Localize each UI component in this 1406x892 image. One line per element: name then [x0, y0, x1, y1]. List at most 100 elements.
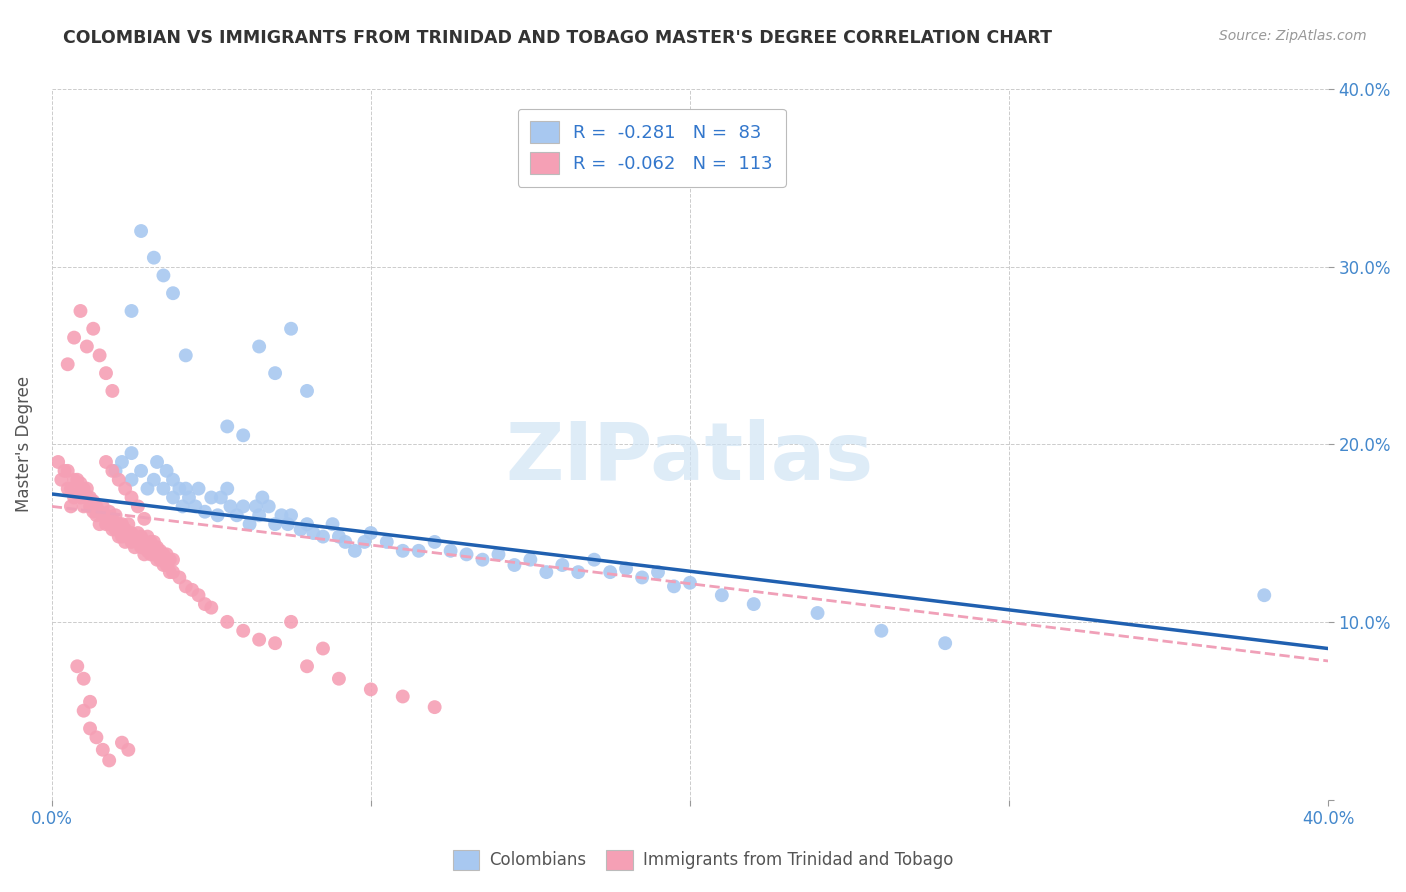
Point	[69, 476, 91, 491]
Point	[391, 690, 413, 704]
Point	[66, 487, 89, 501]
Point	[146, 552, 169, 566]
Point	[134, 535, 156, 549]
Point	[614, 561, 637, 575]
Point	[647, 565, 669, 579]
Point	[806, 606, 828, 620]
Point	[124, 541, 146, 555]
Point	[247, 508, 270, 523]
Text: ZIPatlas: ZIPatlas	[506, 419, 875, 498]
Point	[76, 482, 98, 496]
Point	[270, 508, 292, 523]
Point	[76, 339, 98, 353]
Point	[91, 743, 114, 757]
Point	[69, 491, 91, 505]
Point	[187, 482, 209, 496]
Point	[66, 473, 89, 487]
Point	[174, 482, 197, 496]
Point	[217, 482, 239, 496]
Point	[76, 491, 98, 505]
Point	[295, 659, 318, 673]
Point	[252, 491, 274, 505]
Point	[184, 500, 207, 514]
Point	[98, 754, 121, 768]
Point	[162, 286, 184, 301]
Point	[104, 464, 127, 478]
Point	[152, 547, 174, 561]
Point	[375, 535, 398, 549]
Point	[870, 624, 893, 638]
Point	[142, 547, 165, 561]
Point	[328, 672, 350, 686]
Point	[200, 600, 222, 615]
Point	[519, 552, 541, 566]
Point	[94, 366, 117, 380]
Point	[59, 482, 82, 496]
Point	[439, 543, 461, 558]
Point	[360, 526, 382, 541]
Point	[86, 508, 108, 523]
Point	[162, 552, 184, 566]
Point	[217, 419, 239, 434]
Point	[89, 517, 111, 532]
Point	[89, 348, 111, 362]
Point	[146, 455, 169, 469]
Point	[277, 517, 299, 532]
Point	[551, 558, 574, 572]
Point	[503, 558, 526, 572]
Point	[59, 500, 82, 514]
Point	[152, 558, 174, 572]
Point	[156, 547, 179, 561]
Point	[117, 530, 139, 544]
Point	[73, 704, 96, 718]
Point	[111, 517, 134, 532]
Point	[264, 366, 287, 380]
Point	[63, 473, 86, 487]
Point	[79, 695, 101, 709]
Point	[79, 722, 101, 736]
Point	[177, 491, 200, 505]
Point	[117, 517, 139, 532]
Point	[142, 473, 165, 487]
Point	[139, 547, 162, 561]
Point	[280, 508, 302, 523]
Point	[121, 491, 143, 505]
Point	[343, 543, 366, 558]
Point	[353, 535, 375, 549]
Point	[98, 505, 121, 519]
Point	[82, 505, 104, 519]
Point	[934, 636, 956, 650]
Point	[129, 224, 152, 238]
Point	[156, 558, 179, 572]
Point	[121, 526, 143, 541]
Point	[488, 547, 510, 561]
Point	[679, 575, 702, 590]
Point	[152, 482, 174, 496]
Point	[162, 473, 184, 487]
Point	[391, 543, 413, 558]
Point	[69, 304, 91, 318]
Point	[295, 517, 318, 532]
Point	[187, 588, 209, 602]
Point	[86, 500, 108, 514]
Point	[174, 348, 197, 362]
Point	[335, 535, 357, 549]
Point	[312, 641, 335, 656]
Point	[134, 547, 156, 561]
Point	[111, 736, 134, 750]
Point	[73, 672, 96, 686]
Point	[104, 508, 127, 523]
Point	[1253, 588, 1275, 602]
Point	[101, 523, 124, 537]
Point	[101, 384, 124, 398]
Point	[423, 700, 446, 714]
Point	[142, 535, 165, 549]
Point	[56, 482, 79, 496]
Point	[127, 526, 149, 541]
Point	[322, 517, 344, 532]
Point	[159, 565, 181, 579]
Point	[290, 523, 312, 537]
Text: COLOMBIAN VS IMMIGRANTS FROM TRINIDAD AND TOBAGO MASTER'S DEGREE CORRELATION CHA: COLOMBIAN VS IMMIGRANTS FROM TRINIDAD AN…	[63, 29, 1052, 46]
Point	[136, 482, 159, 496]
Point	[146, 541, 169, 555]
